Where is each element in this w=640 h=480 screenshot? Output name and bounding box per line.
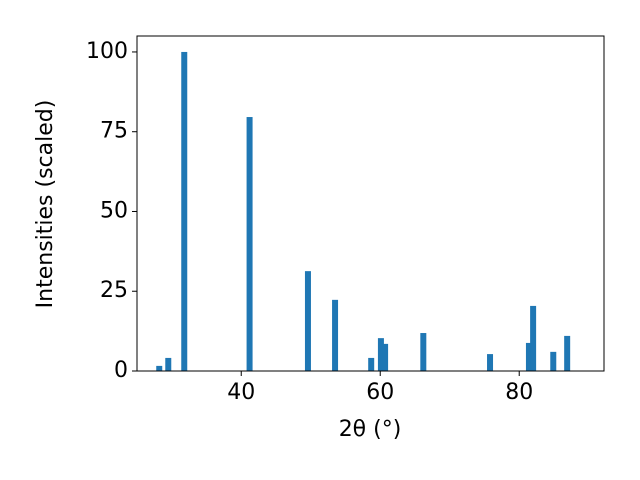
x-tick-label: 80 [505,380,533,405]
y-tick-label: 100 [86,39,128,64]
plot-frame [136,35,605,372]
bar [246,117,253,372]
bar [382,343,389,371]
x-tick-label: 40 [227,380,255,405]
bar [165,357,172,371]
bar [420,333,427,371]
bar [156,365,163,371]
x-axis-label: 2θ (°) [339,417,402,442]
y-axis-label: Intensities (scaled) [33,100,58,309]
y-tick-label: 0 [114,358,128,383]
bar [304,271,311,371]
bar [525,342,532,371]
bar [368,357,375,371]
bar [564,335,571,371]
bar [377,338,384,371]
bar [487,354,494,371]
bar [332,299,339,371]
y-tick-label: 50 [100,198,128,223]
y-tick-label: 25 [100,278,128,303]
bar [550,351,557,371]
x-tick-label: 60 [366,380,394,405]
bar [181,51,188,371]
y-tick-label: 75 [100,119,128,144]
bar [530,305,537,371]
